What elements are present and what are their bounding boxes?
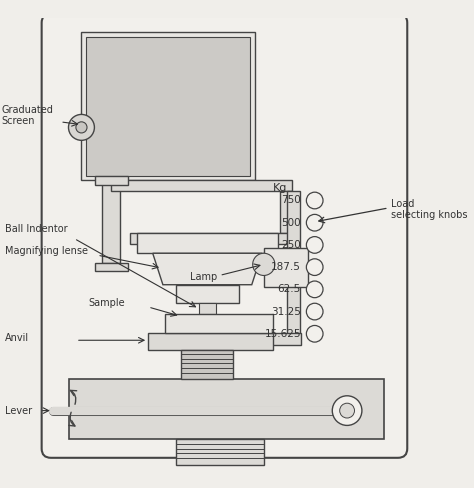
Text: Graduated
Screen: Graduated Screen [2, 104, 54, 126]
Circle shape [306, 214, 323, 231]
Bar [111, 180, 292, 191]
Bar [165, 314, 273, 333]
Polygon shape [153, 253, 262, 285]
Circle shape [306, 259, 323, 275]
Bar [281, 191, 292, 233]
Bar [129, 233, 292, 244]
Circle shape [340, 403, 355, 418]
Bar [148, 333, 273, 349]
Bar [86, 37, 250, 176]
Bar [95, 264, 128, 271]
Text: Ball Indentor: Ball Indentor [5, 224, 67, 234]
Text: Anvil: Anvil [5, 333, 29, 344]
Text: Magnifying lense: Magnifying lense [5, 246, 88, 256]
Text: 15.625: 15.625 [264, 329, 301, 339]
Circle shape [306, 192, 323, 209]
Circle shape [306, 281, 323, 298]
Circle shape [306, 303, 323, 320]
Bar [102, 180, 120, 264]
Bar [176, 285, 239, 303]
Text: 31.25: 31.25 [271, 306, 301, 317]
Text: Load
selecting knobs: Load selecting knobs [391, 199, 467, 220]
Bar [176, 439, 264, 465]
Circle shape [76, 122, 87, 133]
Bar [82, 32, 255, 180]
Bar [182, 349, 233, 379]
Circle shape [306, 325, 323, 342]
FancyBboxPatch shape [42, 14, 407, 458]
Text: Kg: Kg [273, 183, 287, 193]
Text: Lever: Lever [5, 406, 32, 416]
Circle shape [253, 253, 275, 275]
Text: 187.5: 187.5 [271, 262, 301, 272]
Bar [176, 333, 301, 345]
Text: 250: 250 [281, 240, 301, 250]
Bar [137, 233, 278, 253]
Text: 750: 750 [281, 196, 301, 205]
Circle shape [68, 114, 94, 141]
Bar [287, 191, 300, 338]
Bar [95, 176, 128, 185]
Bar [199, 303, 216, 314]
Text: Sample: Sample [88, 298, 125, 308]
Text: 62.5: 62.5 [278, 285, 301, 294]
Bar [264, 248, 308, 286]
Circle shape [306, 237, 323, 253]
Bar [69, 379, 384, 439]
Text: 500: 500 [281, 218, 301, 228]
Circle shape [332, 396, 362, 426]
Text: Lamp: Lamp [190, 272, 217, 283]
